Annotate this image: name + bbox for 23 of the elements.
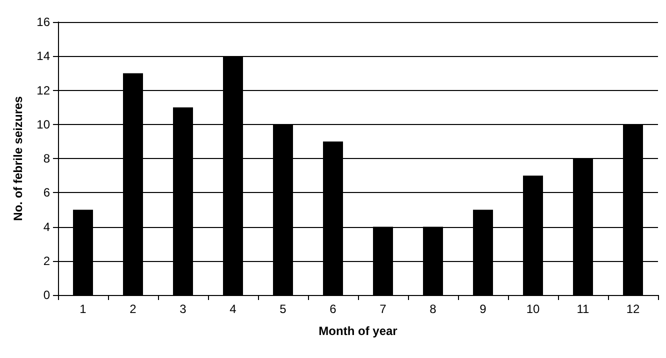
y-tick-label: 0 — [43, 288, 50, 302]
y-tick-label: 10 — [36, 117, 50, 132]
y-tick-label: 6 — [43, 186, 50, 200]
y-tick-label: 12 — [36, 83, 50, 98]
y-tick-label: 14 — [36, 49, 50, 64]
y-tick-label: 8 — [43, 152, 50, 166]
x-tick-label: 11 — [576, 302, 590, 316]
x-tick-label: 10 — [526, 302, 540, 316]
x-tick-label: 4 — [230, 302, 237, 316]
x-tick-label: 6 — [330, 302, 337, 316]
x-tick-label: 2 — [130, 302, 137, 316]
x-axis-title: Month of year — [318, 324, 398, 338]
x-tick-label: 5 — [280, 302, 287, 316]
x-tick-label: 8 — [430, 302, 437, 316]
y-axis-title: No. of febrile seizures — [11, 96, 25, 221]
y-tick-label: 2 — [43, 254, 50, 268]
x-tick-label: 3 — [180, 302, 187, 316]
x-tick-label: 1 — [80, 302, 87, 316]
x-tick-label: 7 — [380, 302, 387, 316]
y-tick-label: 16 — [36, 15, 50, 29]
x-tick-label: 12 — [626, 302, 640, 316]
x-tick-label: 9 — [480, 302, 487, 316]
y-tick-label: 4 — [43, 220, 50, 234]
